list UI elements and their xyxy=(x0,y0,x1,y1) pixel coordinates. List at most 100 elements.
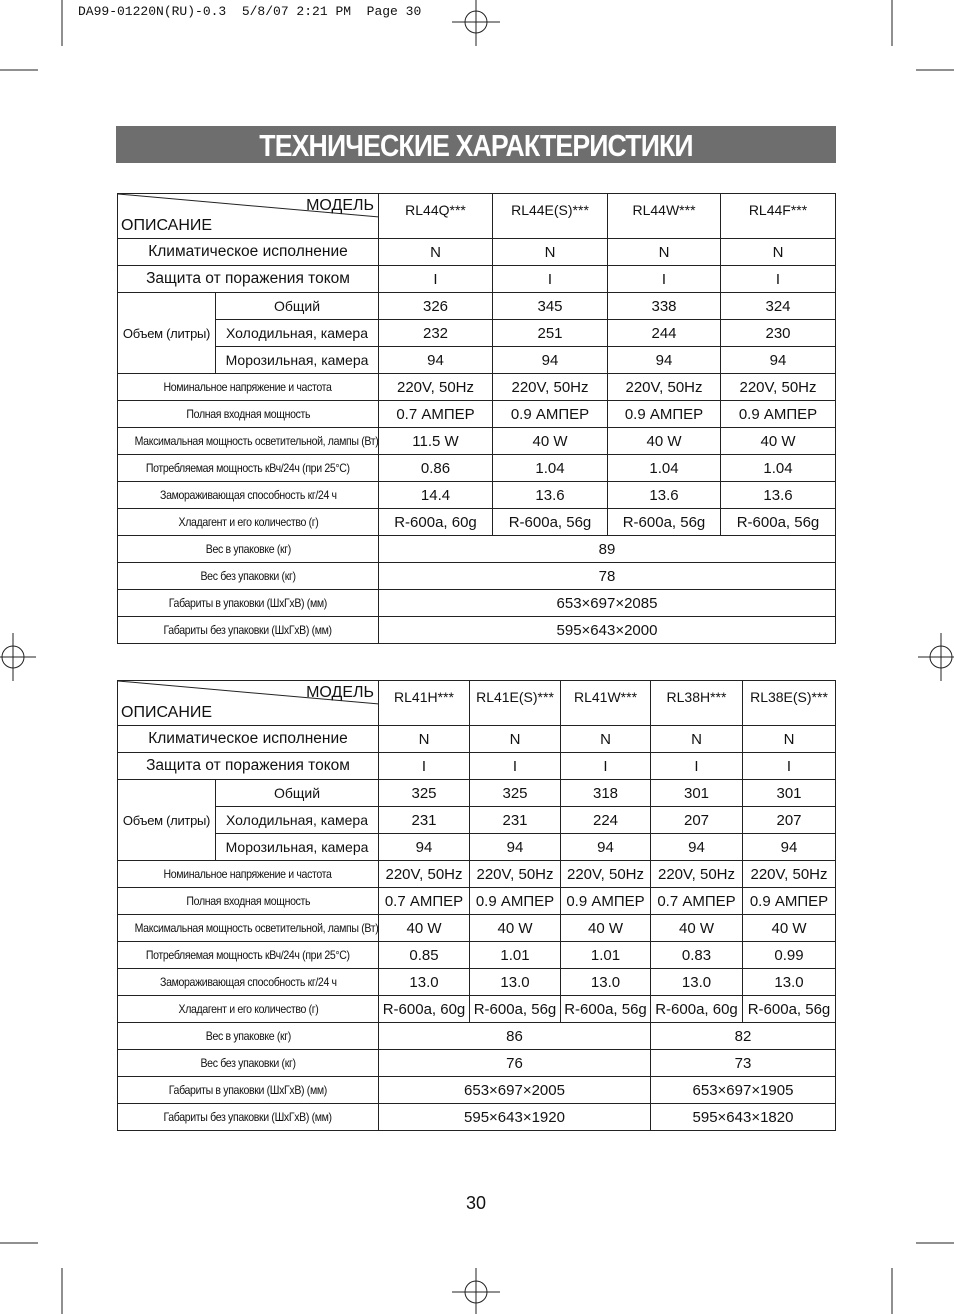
row-label: Габариты без упаковки (ШхГхВ) (мм) xyxy=(163,1110,333,1124)
value-cell: 207 xyxy=(650,806,743,834)
row-label: Замораживающая способность кг/24 ч xyxy=(159,975,337,989)
spec-row: Номинальное напряжение и частота 220V, 50… xyxy=(117,373,836,401)
value-cell: 1.01 xyxy=(469,941,561,969)
value-cell: 94 xyxy=(469,833,561,861)
value-cell: R-600a, 56g xyxy=(720,508,836,536)
value-cell: 231 xyxy=(378,806,470,834)
value-cell: 324 xyxy=(720,292,836,320)
row-label: Морозильная, камера xyxy=(215,833,379,861)
value-cell: 40 W xyxy=(560,914,651,942)
value-cell: 94 xyxy=(742,833,836,861)
row-label-cell: Вес без упаковки (кг) xyxy=(117,1049,379,1077)
value-cell: 1.01 xyxy=(560,941,651,969)
value-cell: 82 xyxy=(650,1022,836,1050)
value-cell: 0.99 xyxy=(742,941,836,969)
spec-row: Вес в упаковке (кг) 86 82 xyxy=(117,1022,836,1050)
value-cell: 14.4 xyxy=(378,481,493,509)
value-cell: N xyxy=(492,238,608,266)
value-cell: 0.9 АМПЕР xyxy=(560,887,651,915)
value-cell: 94 xyxy=(378,346,493,374)
spec-row: Защита от поражения током I I I I I xyxy=(117,752,836,780)
spec-row: Хладагент и его количество (г) R-600a, 60… xyxy=(117,508,836,536)
value-cell: 220V, 50Hz xyxy=(492,373,608,401)
value-cell: 1.04 xyxy=(720,454,836,482)
model-name: RL44E(S)*** xyxy=(492,193,608,239)
row-label-cell: Замораживающая способность кг/24 ч xyxy=(117,968,379,996)
model-name: RL41E(S)*** xyxy=(469,680,561,726)
row-label: Общий xyxy=(215,292,379,320)
value-cell: I xyxy=(378,265,493,293)
value-cell: R-600a, 56g xyxy=(469,995,561,1023)
value-cell: 220V, 50Hz xyxy=(378,373,493,401)
row-label: Морозильная, камера xyxy=(215,346,379,374)
group-label: Объем (литры) xyxy=(117,292,216,374)
page-number: 30 xyxy=(465,1193,487,1213)
spec-row: Холодильная, камера 232 251 244 230 xyxy=(118,319,836,347)
value-cell: 94 xyxy=(492,346,608,374)
value-cell: 11.5 W xyxy=(378,427,493,455)
value-cell: 0.86 xyxy=(378,454,493,482)
value-cell: 78 xyxy=(378,562,836,590)
row-label: Климатическое исполнение xyxy=(117,238,379,266)
spec-row: Номинальное напряжение и частота 220V, 50… xyxy=(117,860,836,888)
model-name: RL38E(S)*** xyxy=(742,680,836,726)
row-label-cell: Максимальная мощность осветительной, лам… xyxy=(117,914,379,942)
row-label-cell: Вес без упаковки (кг) xyxy=(117,562,379,590)
value-cell: 73 xyxy=(650,1049,836,1077)
model-name: RL38H*** xyxy=(650,680,743,726)
value-cell: 220V, 50Hz xyxy=(378,860,470,888)
value-cell: 220V, 50Hz xyxy=(560,860,651,888)
value-cell: 40 W xyxy=(469,914,561,942)
spec-row: Максимальная мощность осветительной, лам… xyxy=(117,427,836,455)
value-cell: 244 xyxy=(607,319,721,347)
value-cell: I xyxy=(492,265,608,293)
row-label: Холодильная, камера xyxy=(215,806,379,834)
description-label: ОПИСАНИЕ xyxy=(121,704,213,721)
value-cell: 653×697×2085 xyxy=(378,589,836,617)
value-cell: 13.0 xyxy=(560,968,651,996)
value-cell: 220V, 50Hz xyxy=(607,373,721,401)
spec-row: Вес в упаковке (кг) 89 xyxy=(117,535,836,563)
row-label: Климатическое исполнение xyxy=(117,725,379,753)
value-cell: 251 xyxy=(492,319,608,347)
value-cell: R-600a, 60g xyxy=(378,508,493,536)
value-cell: 89 xyxy=(378,535,836,563)
value-cell: N xyxy=(560,725,651,753)
row-label: Защита от поражения током xyxy=(117,752,379,780)
description-label: ОПИСАНИЕ xyxy=(121,217,213,234)
value-cell: N xyxy=(378,238,493,266)
corner-diagonal xyxy=(118,194,378,218)
row-label: Холодильная, камера xyxy=(215,319,379,347)
row-label: Вес без упаковки (кг) xyxy=(200,569,296,583)
spec-row: Климатическое исполнение N N N N N xyxy=(117,725,836,753)
spec-row: Полная входная мощность 0.7 АМПЕР 0.9 АМПЕ… xyxy=(117,887,836,915)
value-cell: 0.83 xyxy=(650,941,743,969)
value-cell: N xyxy=(607,238,721,266)
spec-row: Вес без упаковки (кг) 78 xyxy=(117,562,836,590)
title-text: ТЕХНИЧЕСКИЕ ХАРАКТЕРИСТИКИ xyxy=(259,128,693,163)
spec-row: Вес без упаковки (кг) 76 73 xyxy=(117,1049,836,1077)
spec-row: Объем (литры) Общий 325 325 318 301 301 xyxy=(117,779,836,861)
row-label: Вес в упаковке (кг) xyxy=(205,1029,291,1043)
value-cell: 94 xyxy=(650,833,743,861)
value-cell: 595×643×1820 xyxy=(650,1103,836,1131)
value-cell: 40 W xyxy=(742,914,836,942)
value-cell: 94 xyxy=(720,346,836,374)
value-cell: 76 xyxy=(378,1049,651,1077)
value-cell: R-600a, 56g xyxy=(607,508,721,536)
row-label-cell: Хладагент и его количество (г) xyxy=(117,995,379,1023)
model-name: RL41H*** xyxy=(378,680,470,726)
row-label: Защита от поражения током xyxy=(117,265,379,293)
value-cell: 86 xyxy=(378,1022,651,1050)
table-body: МОДЕЛЬ ОПИСАНИЕ RL41H*** RL41E(S)*** RL41W**… xyxy=(117,680,836,1131)
value-cell: 325 xyxy=(469,779,561,807)
value-cell: 220V, 50Hz xyxy=(720,373,836,401)
spec-table: МОДЕЛЬ ОПИСАНИЕ RL41H*** RL41E(S)*** RL41W**… xyxy=(117,680,836,1131)
value-cell: 13.6 xyxy=(607,481,721,509)
spec-row: Габариты без упаковки (ШхГхВ) (мм) 595×64… xyxy=(117,1103,836,1131)
row-label-cell: Хладагент и его количество (г) xyxy=(117,508,379,536)
row-label: Габариты в упаковки (ШхГхВ) (мм) xyxy=(168,596,328,610)
value-cell: N xyxy=(742,725,836,753)
